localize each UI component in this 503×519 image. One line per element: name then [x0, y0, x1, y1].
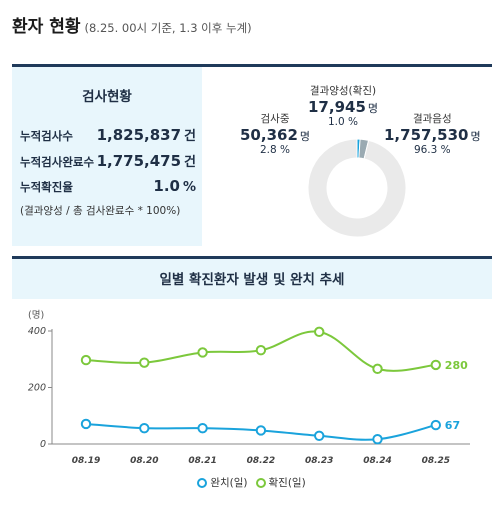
- daily-trend-panel: 일별 확진환자 발생 및 완치 추세: [12, 256, 492, 519]
- series-0-end-label: 67: [445, 419, 460, 432]
- series-0-point-6: [430, 419, 441, 431]
- y-axis-unit-label: (명): [28, 310, 44, 321]
- summary-row-total-tests: 누적검사수 1,825,837 건: [20, 125, 196, 145]
- page-header: 환자 현황 (8.25. 00시 기준, 1.3 이후 누계): [12, 12, 252, 38]
- summary-value: 1,825,837 건: [96, 126, 196, 144]
- series-0-point-3: [255, 425, 267, 436]
- x-tick-label-4: 08.23: [305, 456, 333, 466]
- donut-slice-2: [307, 138, 407, 238]
- summary-row-completed-tests: 누적검사완료수 1,775,475 건: [20, 151, 196, 171]
- page-subtitle: (8.25. 00시 기준, 1.3 이후 누계): [84, 21, 252, 35]
- trend-title: 일별 확진환자 발생 및 완치 추세: [159, 272, 345, 288]
- series-1-end-label: 280: [445, 359, 468, 372]
- summary-label: 누적확진율: [20, 180, 73, 194]
- x-tick-label-1: 08.20: [130, 456, 158, 466]
- series-1-point-6: [430, 359, 441, 371]
- series-1-point-2: [197, 347, 208, 358]
- donut-label-positive: 결과양성(확진) 17,945 명 1.0 %: [308, 85, 379, 128]
- test-summary-box: 검사현황 누적검사수 1,825,837 건 누적검사완료수 1,775,475 건…: [12, 67, 202, 246]
- x-tick-label-0: 08.19: [72, 456, 100, 466]
- donut-label-negative: 결과음성 1,757,530 명 96.3 %: [384, 113, 481, 156]
- series-1-point-3: [255, 345, 267, 356]
- summary-value: 1.0%: [153, 177, 196, 195]
- legend-marker-1: [255, 477, 266, 488]
- series-1-point-1: [139, 357, 150, 368]
- series-0-point-5: [372, 433, 383, 445]
- positive-rate-note: (결과양성 / 총 검사완료수 * 100%): [20, 205, 181, 217]
- test-status-panel: 검사현황 누적검사수 1,825,837 건 누적검사완료수 1,775,475 건…: [12, 64, 492, 246]
- series-0-point-1: [139, 422, 150, 434]
- donut-label-testing: 검사중 50,362 명 2.8 %: [240, 113, 311, 156]
- series-0-point-4: [314, 430, 325, 442]
- y-tick-label-2: 400: [28, 326, 46, 337]
- test-summary-title: 검사현황: [82, 89, 132, 105]
- x-tick-label-2: 08.21: [188, 456, 216, 466]
- legend-item-1: 확진(일): [255, 475, 306, 490]
- legend-label-0: 완치(일): [210, 477, 248, 489]
- x-tick-label-6: 08.25: [422, 456, 450, 466]
- trend-header: 일별 확진환자 발생 및 완치 추세: [12, 259, 492, 299]
- summary-label: 누적검사수: [20, 129, 73, 143]
- legend-label-1: 확진(일): [268, 477, 306, 489]
- chart-legend: 완치(일) 확진(일): [0, 475, 503, 490]
- series-0-point-0: [80, 418, 92, 430]
- page-title: 환자 현황: [12, 17, 81, 37]
- y-tick-label-1: 200: [28, 383, 46, 394]
- x-tick-label-5: 08.24: [363, 456, 391, 466]
- legend-marker-0: [197, 477, 208, 488]
- summary-label: 누적검사완료수: [20, 155, 95, 169]
- y-tick-label-0: 0: [40, 439, 46, 450]
- x-tick-label-3: 08.22: [247, 456, 275, 466]
- series-1-point-4: [314, 326, 325, 338]
- summary-row-positive-rate: 누적확진율 1.0%: [20, 177, 196, 197]
- legend-item-0: 완치(일): [197, 475, 248, 490]
- summary-value: 1,775,475 건: [96, 152, 196, 170]
- series-1-point-0: [80, 354, 92, 366]
- series-1-point-5: [372, 363, 383, 375]
- test-result-donut: [307, 138, 407, 238]
- series-0-point-2: [197, 422, 208, 434]
